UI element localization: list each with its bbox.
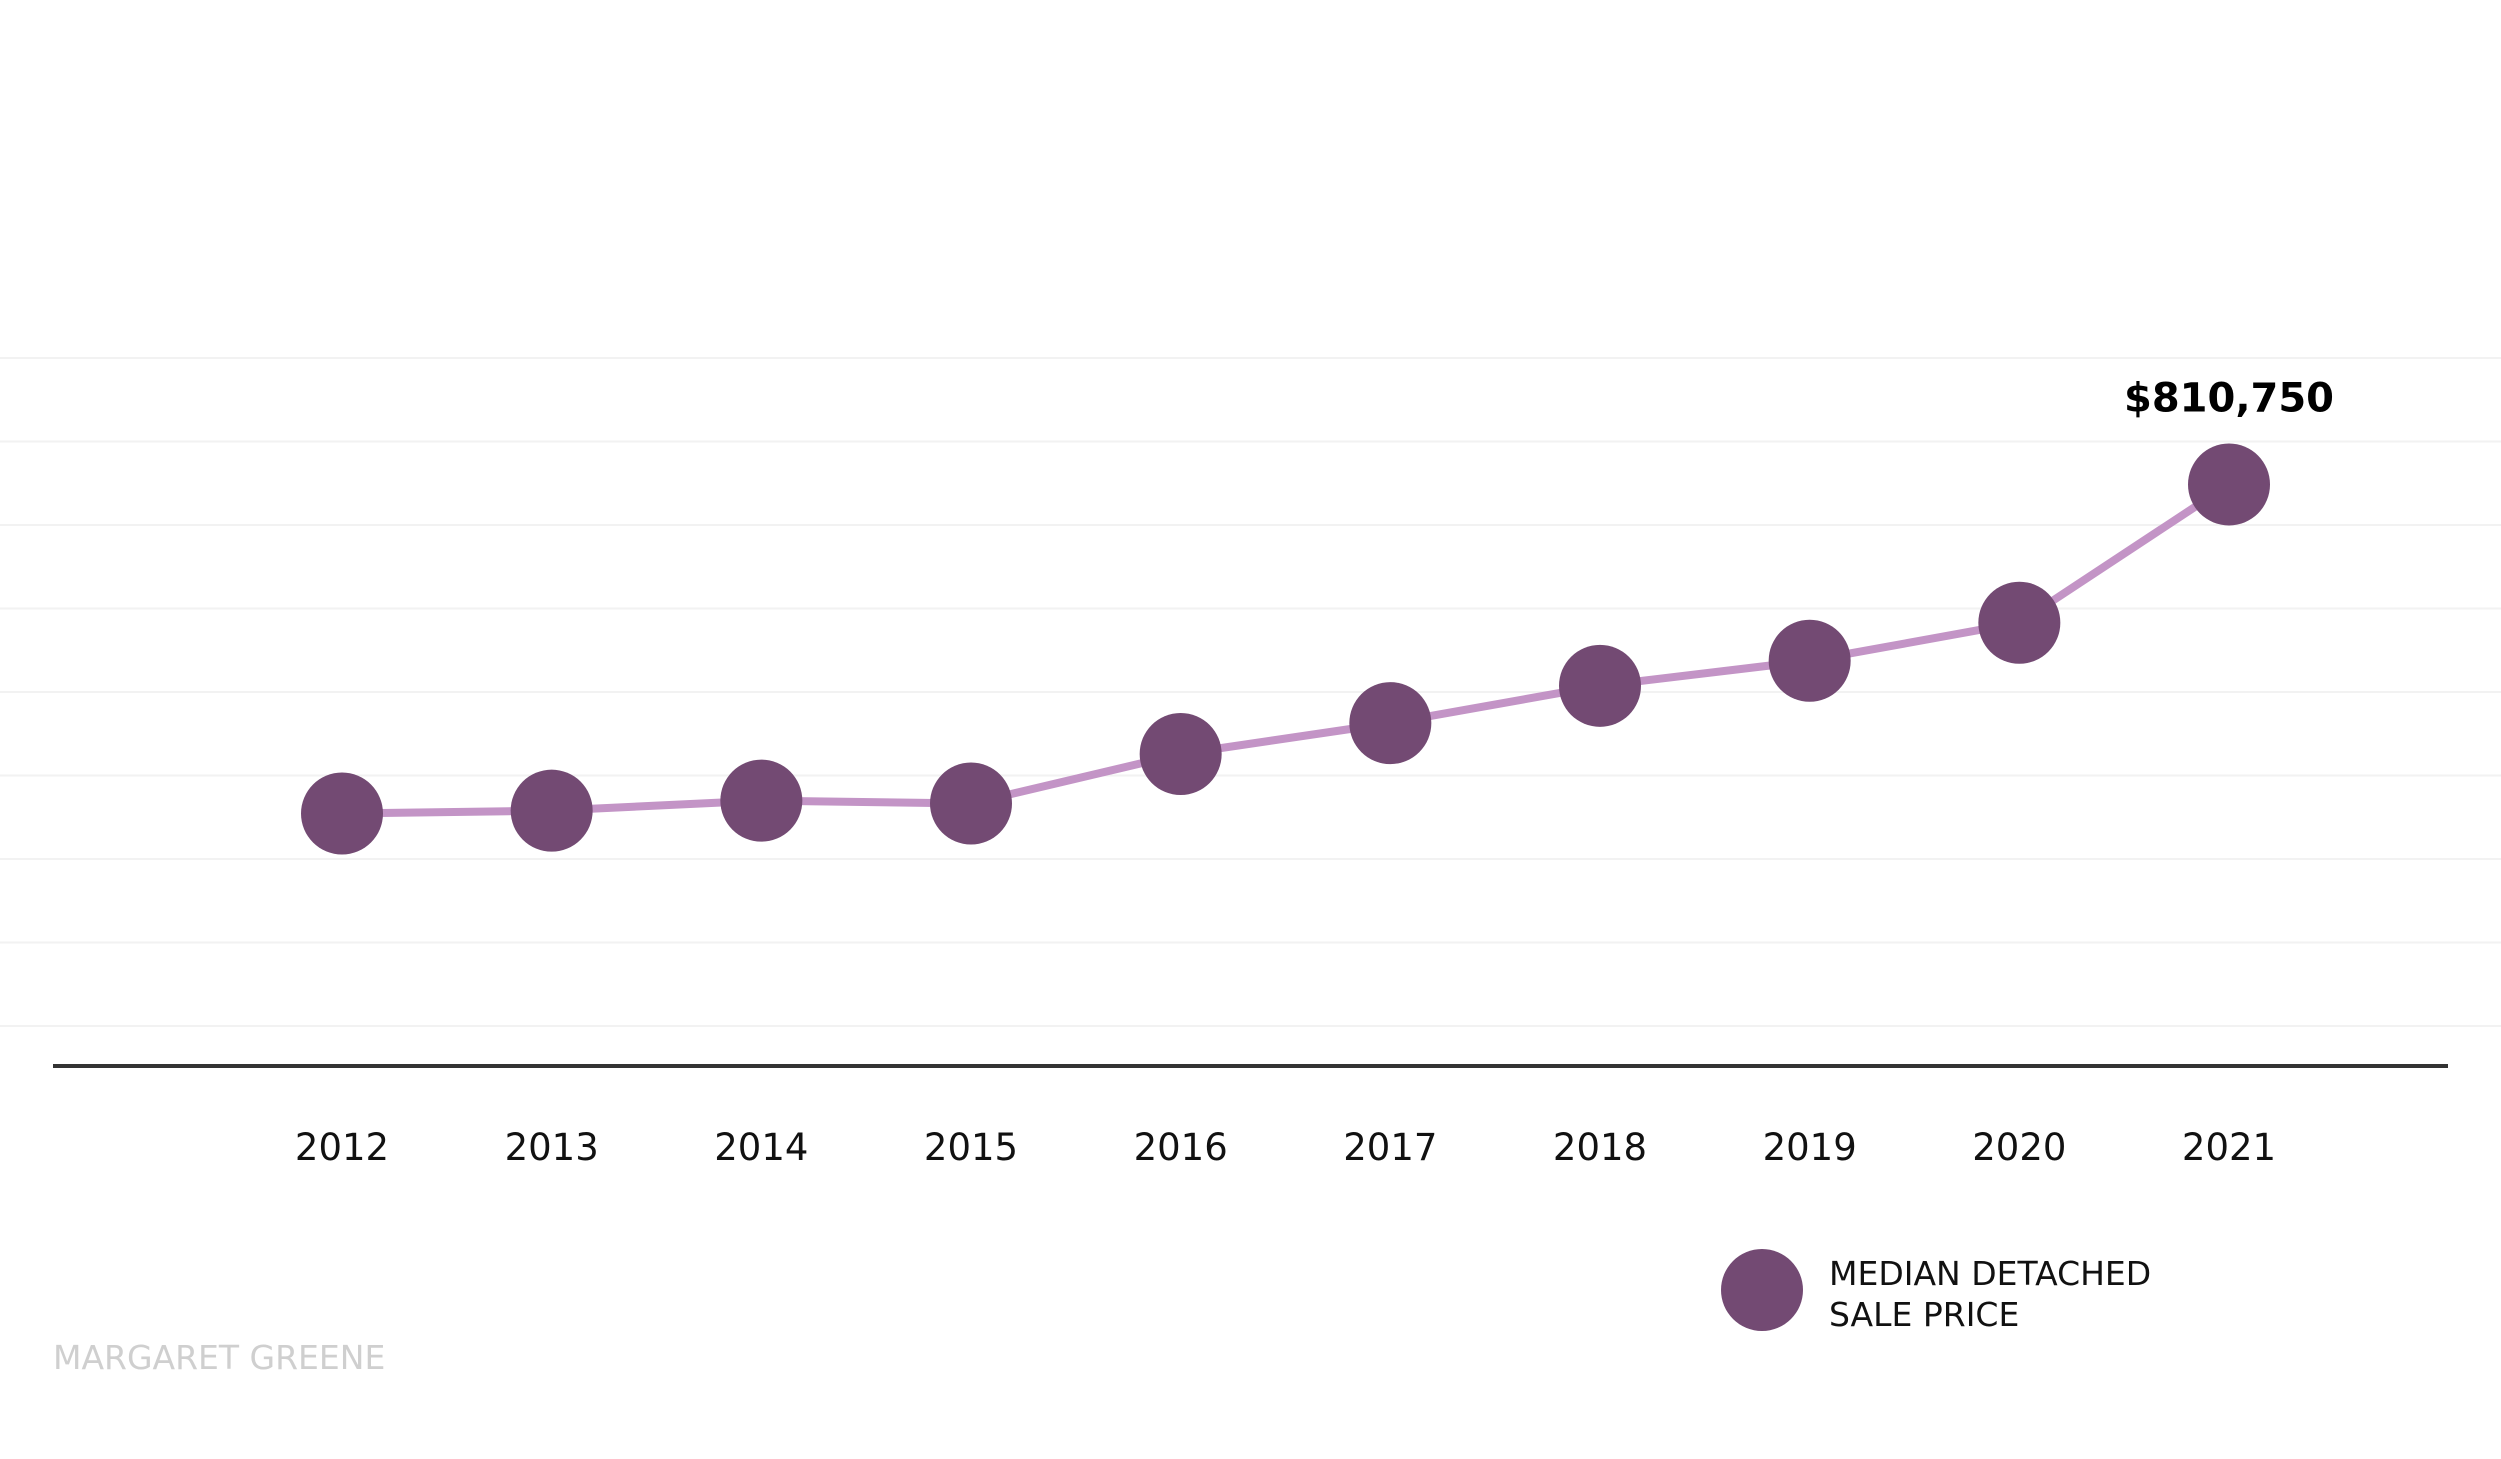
legend-label-line-2: SALE PRICE (1829, 1295, 2019, 1334)
data-point-marker (2188, 443, 2270, 526)
data-point-marker (1349, 682, 1432, 765)
x-tick-label: 2021 (2182, 1126, 2276, 1169)
data-point-marker (1559, 644, 1641, 727)
data-point-marker (301, 772, 383, 855)
x-tick-label: 2018 (1553, 1126, 1647, 1169)
credit-watermark: MARGARET GREENE (53, 1338, 385, 1377)
data-point-marker (510, 769, 593, 852)
data-label: $810,750 (2124, 375, 2334, 421)
data-point-marker (1768, 619, 1851, 702)
x-tick-label: 2014 (714, 1126, 808, 1169)
x-tick-label: 2017 (1343, 1126, 1437, 1169)
legend-label-line-1: MEDIAN DETACHED (1829, 1254, 2151, 1293)
legend: MEDIAN DETACHED SALE PRICE (1721, 1249, 2151, 1334)
data-point-marker (930, 762, 1012, 845)
data-labels: $810,750 (2124, 375, 2334, 421)
data-point-marker (1139, 712, 1222, 795)
x-tick-label: 2020 (1972, 1126, 2066, 1169)
legend-marker (1721, 1249, 1803, 1331)
series-markers (301, 443, 2270, 855)
grid-lines (0, 357, 2501, 1027)
x-tick-label: 2015 (924, 1126, 1018, 1169)
x-axis-tick-labels: 2012 2013 2014 2015 2016 2017 2018 2019 2020 2021 (295, 1126, 2276, 1169)
series-line (338, 480, 2233, 818)
x-tick-label: 2012 (295, 1126, 389, 1169)
x-tick-label: 2016 (1134, 1126, 1228, 1169)
data-point-marker (1978, 581, 2061, 664)
x-tick-label: 2013 (505, 1126, 599, 1169)
data-point-marker (720, 759, 803, 842)
x-tick-label: 2019 (1763, 1126, 1857, 1169)
